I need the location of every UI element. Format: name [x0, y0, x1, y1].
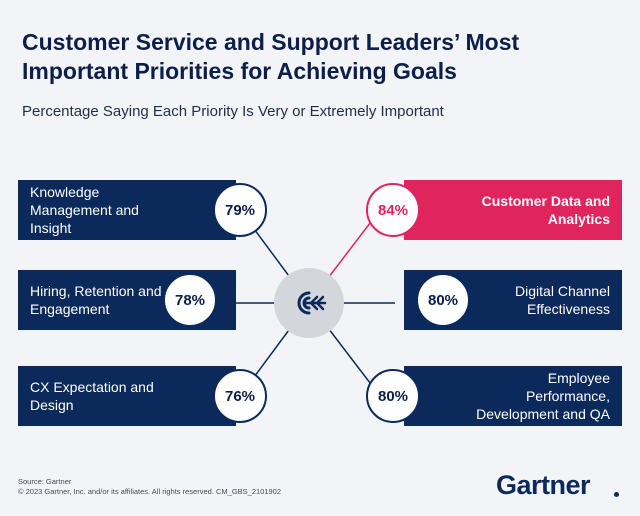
- priority-box-cx-expectation: CX Expectation and Design: [18, 366, 236, 426]
- target-arrow-icon: [297, 291, 327, 315]
- priority-label: Customer Data and Analytics: [481, 193, 610, 227]
- hub-circle: [274, 268, 344, 338]
- copyright-text: © 2023 Gartner, Inc. and/or its affiliat…: [18, 487, 282, 496]
- priority-percent-badge: 84%: [366, 183, 420, 237]
- priority-percent-badge: 80%: [366, 369, 420, 423]
- priority-percent-badge: 79%: [213, 183, 267, 237]
- priority-percent-badge: 80%: [416, 273, 470, 327]
- priority-box-knowledge-management: Knowledge Management and Insight: [18, 180, 236, 240]
- page-title: Customer Service and Support Leaders’ Mo…: [22, 29, 520, 84]
- priority-label: Hiring, Retention and Engagement: [30, 283, 162, 317]
- priority-label: CX Expectation and Design: [30, 379, 154, 413]
- priority-percent-badge: 78%: [163, 273, 217, 327]
- source-text: Source: Gartner: [18, 477, 72, 486]
- priority-label: Knowledge Management and Insight: [30, 184, 139, 236]
- priority-label: Employee Performance, Development and QA: [476, 370, 610, 422]
- gartner-logo: Gartner: [496, 470, 591, 500]
- priority-label: Digital Channel Effectiveness: [515, 283, 610, 317]
- priority-box-employee-performance: Employee Performance, Development and QA: [404, 366, 622, 426]
- priority-box-customer-data: Customer Data and Analytics: [404, 180, 622, 240]
- page-subtitle: Percentage Saying Each Priority Is Very …: [22, 103, 444, 120]
- priority-percent-badge: 76%: [213, 369, 267, 423]
- footer-source: Source: Gartner © 2023 Gartner, Inc. and…: [18, 477, 281, 497]
- logo-dot: [614, 492, 619, 497]
